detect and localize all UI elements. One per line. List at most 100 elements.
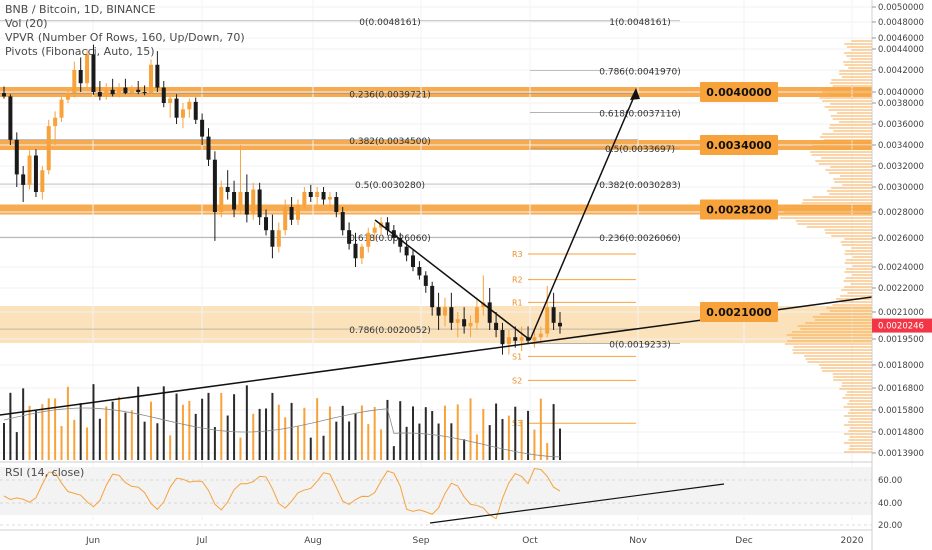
- vpvr-bar: [784, 343, 872, 345]
- vpvr-bar: [831, 235, 872, 237]
- candle-body: [232, 192, 237, 210]
- axis-tick-label: 0.0046000: [878, 34, 924, 44]
- vpvr-bar: [797, 325, 872, 327]
- candle-body: [398, 238, 403, 247]
- candle-body: [347, 230, 352, 244]
- vpvr-bar: [843, 415, 872, 417]
- vpvr-bar: [846, 46, 872, 48]
- zone-band: [0, 204, 872, 215]
- candle-body: [193, 101, 198, 120]
- vpvr-bar: [792, 349, 872, 351]
- vpvr-bar: [829, 193, 872, 195]
- candle-body: [551, 307, 556, 323]
- vpvr-bar: [840, 301, 872, 303]
- vpvr-bar: [827, 94, 872, 96]
- vpvr-bar: [846, 391, 872, 393]
- candle-body: [404, 246, 409, 256]
- volume-bar: [546, 442, 549, 460]
- vpvr-bar: [793, 346, 872, 348]
- trendline-down: [374, 219, 531, 341]
- vpvr-bar: [797, 223, 872, 225]
- candle-body: [366, 232, 371, 247]
- candle-body: [117, 87, 122, 95]
- vpvr-bar: [847, 403, 872, 405]
- indicator-vol[interactable]: Vol (20): [5, 17, 48, 30]
- vpvr-bar: [841, 289, 872, 291]
- candle-body: [532, 337, 537, 341]
- volume-bar: [111, 401, 114, 460]
- zone-labels: 0.0040000 0.0034000 0.0028200 0.0021000: [700, 82, 778, 322]
- candles[interactable]: [2, 44, 562, 355]
- vpvr-bar: [815, 160, 872, 162]
- vpvr-bar: [850, 283, 872, 285]
- vpvr-bar: [840, 295, 872, 297]
- candle-body: [8, 96, 13, 140]
- indicator-vpvr[interactable]: VPVR (Number Of Rows, 160, Up/Down, 70): [5, 31, 245, 44]
- vpvr-bar: [785, 205, 872, 207]
- vpvr-bar: [830, 115, 872, 117]
- zone-label-bg: [700, 135, 778, 155]
- candle-body: [538, 333, 543, 338]
- vpvr-bar: [831, 187, 872, 189]
- pivot-label: R1: [512, 298, 523, 307]
- volume-bar: [220, 392, 223, 460]
- vpvr-bar: [822, 370, 872, 372]
- candle-body: [72, 70, 77, 94]
- candle-body: [264, 217, 269, 231]
- candle-body: [27, 155, 32, 185]
- rsi-line: [3, 467, 561, 520]
- vpvr-bar: [825, 169, 872, 171]
- candle-body: [494, 322, 499, 330]
- arrow-projection: [529, 91, 637, 341]
- volume-bar: [233, 394, 236, 460]
- axis-tick-label: 0.0022000: [878, 284, 924, 294]
- candle-body: [104, 89, 109, 97]
- volume-bar: [105, 406, 108, 460]
- vpvr-bar: [810, 151, 872, 153]
- vpvr-bar: [832, 118, 872, 120]
- vpvr-bar: [811, 154, 872, 156]
- vpvr-bar: [851, 274, 872, 276]
- axis-tick-label: 0.0040000: [878, 88, 924, 98]
- fib-left-label: 0(0.0048161): [359, 18, 420, 28]
- volume-bar: [118, 396, 121, 460]
- vpvr-bar: [839, 175, 872, 177]
- pivot-label: S2: [512, 376, 522, 385]
- rsi-pane[interactable]: [0, 461, 872, 526]
- vpvr-bar: [812, 196, 872, 198]
- fib-right-label: 0.618(0.0037110): [599, 109, 680, 119]
- time-axis[interactable]: Jun Jul Aug Sep Oct Nov Dec 2020: [0, 529, 872, 546]
- volume-bar: [15, 432, 18, 460]
- candle-body: [206, 136, 211, 160]
- volume-bar: [348, 421, 351, 460]
- candle-body: [65, 93, 70, 100]
- volume-bar: [290, 402, 293, 460]
- candle-body: [200, 119, 205, 137]
- rsi-label[interactable]: RSI (14, close): [5, 466, 85, 479]
- axis-tick-label: 0.0014800: [878, 428, 924, 438]
- zone-label: 0.0028200: [706, 204, 772, 217]
- vpvr-bar: [848, 430, 872, 432]
- candle-body: [59, 99, 64, 118]
- candle-body: [180, 109, 185, 118]
- vpvr-bar: [819, 97, 872, 99]
- vpvr-bar: [777, 214, 872, 216]
- candle-body: [85, 54, 90, 84]
- time-tick-label: Dec: [735, 536, 752, 546]
- indicator-pivots[interactable]: Pivots (Fibonacci, Auto, 15): [5, 45, 155, 58]
- axis-tick-label: 0.0048000: [878, 18, 924, 28]
- volume-bar: [431, 411, 434, 460]
- vpvr-bar: [843, 61, 872, 63]
- volume-bar: [296, 426, 299, 460]
- vpvr-bar: [830, 82, 872, 84]
- vpvr-bar: [830, 103, 872, 105]
- vpvr-bar: [849, 400, 872, 402]
- candle-body: [276, 230, 281, 247]
- fib-levels: 0(0.0048161) 0.236(0.0039721) 0.382(0.0034…: [0, 18, 681, 351]
- vpvr-bar: [786, 334, 872, 336]
- vpvr-bar: [839, 388, 872, 390]
- volume-bars: [3, 384, 561, 460]
- volume-bar: [552, 404, 555, 460]
